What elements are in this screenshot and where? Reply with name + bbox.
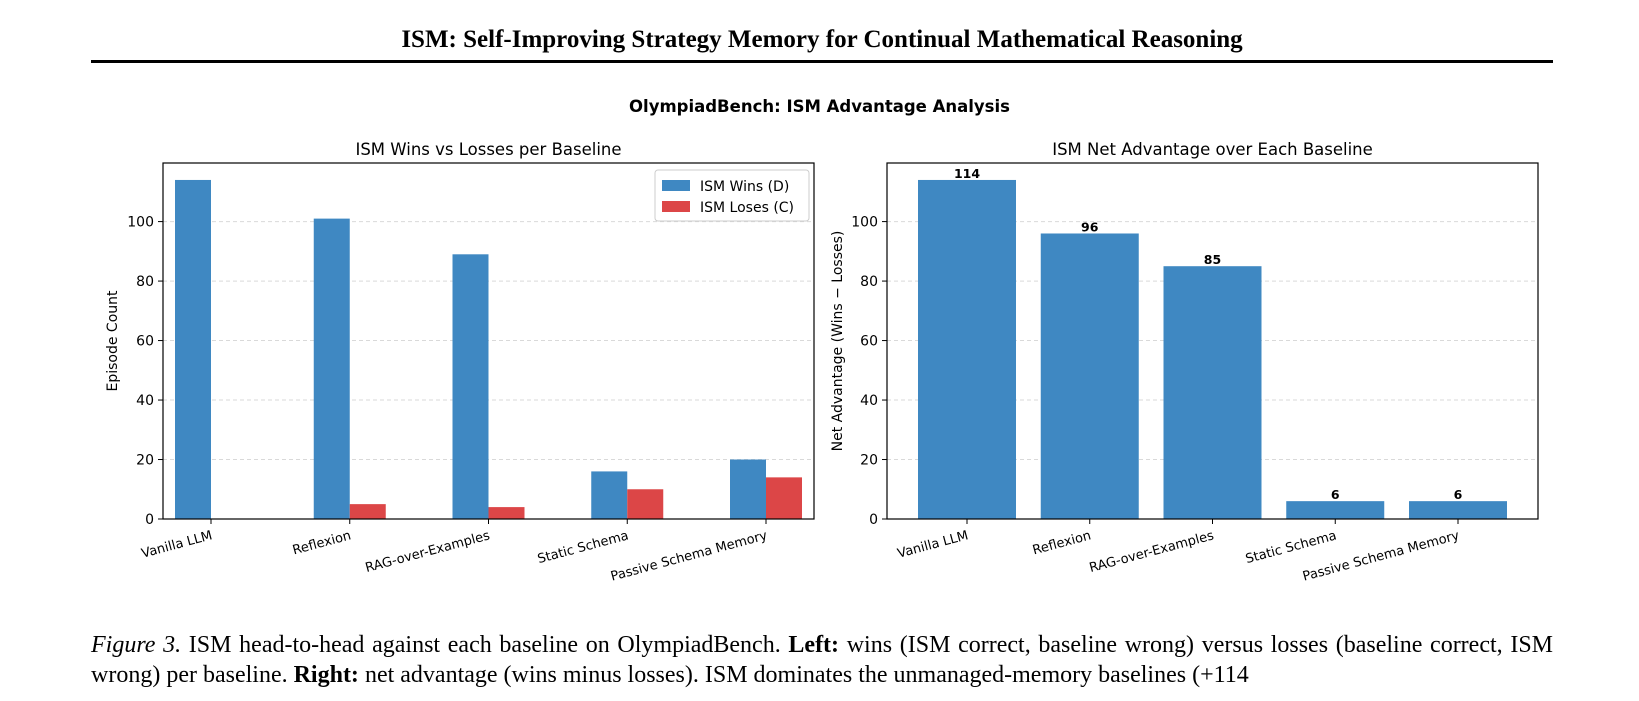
y-tick-label: 60 (136, 334, 154, 350)
y-tick-label: 0 (869, 512, 878, 528)
bar-losses (488, 507, 525, 519)
bar (918, 179, 1016, 519)
bar (1163, 266, 1262, 519)
caption-figure-label: Figure 3. (91, 632, 182, 658)
data-label: 96 (1081, 219, 1099, 234)
data-label: 114 (954, 166, 980, 181)
caption-text-3: net advantage (wins minus losses). ISM d… (358, 662, 1249, 688)
caption-text-1: ISM head-to-head against each baseline o… (181, 632, 789, 658)
y-tick-label: 100 (127, 215, 154, 231)
data-label: 85 (1204, 252, 1221, 267)
chart-title: ISM Net Advantage over Each Baseline (1052, 140, 1373, 159)
caption-right-label: Right: (293, 662, 359, 688)
figure-caption: Figure 3. ISM head-to-head against each … (91, 630, 1553, 690)
y-tick-label: 40 (136, 393, 154, 409)
legend-entry: ISM Wins (D) (700, 179, 789, 195)
y-tick-label: 0 (145, 512, 154, 528)
data-label: 6 (1454, 487, 1463, 502)
x-tick-label: Vanilla LLM (896, 528, 970, 561)
legend-entry: ISM Loses (C) (700, 200, 794, 216)
header-rule (91, 60, 1553, 63)
y-tick-label: 20 (860, 453, 878, 469)
legend-box (654, 169, 810, 222)
caption-left-label: Left: (788, 632, 840, 658)
y-tick-label: 80 (136, 274, 154, 290)
bar (1409, 501, 1507, 519)
y-tick-label: 20 (136, 453, 154, 469)
bar-wins (730, 459, 766, 519)
bar (1286, 501, 1385, 519)
bar-losses (627, 489, 664, 519)
x-tick-label: Static Schema (1244, 528, 1338, 567)
bar-wins (175, 179, 211, 519)
y-tick-label: 100 (851, 215, 878, 231)
paper-running-title: ISM: Self-Improving Strategy Memory for … (401, 26, 1243, 53)
data-label: 6 (1331, 487, 1340, 502)
figure-suptitle: OlympiadBench: ISM Advantage Analysis (629, 97, 1010, 116)
bar-losses (766, 477, 802, 519)
caption-text-2: wins (ISM correct, baseline wrong) versu… (91, 632, 1554, 688)
bar-losses (349, 504, 386, 519)
x-tick-label: Reflexion (1031, 528, 1093, 558)
x-tick-label: RAG-over-Examples (1088, 528, 1216, 576)
y-tick-label: 60 (860, 334, 878, 350)
bar-wins (452, 254, 489, 519)
y-tick-label: 80 (860, 274, 878, 290)
legend-swatch (662, 180, 690, 191)
legend-swatch (662, 201, 690, 212)
chart-title: ISM Wins vs Losses per Baseline (355, 140, 621, 159)
bar-wins (591, 471, 628, 519)
y-tick-label: 40 (860, 393, 878, 409)
bar-wins (313, 218, 350, 519)
bar (1040, 233, 1139, 520)
y-axis-label: Net Advantage (Wins − Losses) (830, 231, 846, 452)
y-axis-label: Episode Count (105, 290, 121, 392)
